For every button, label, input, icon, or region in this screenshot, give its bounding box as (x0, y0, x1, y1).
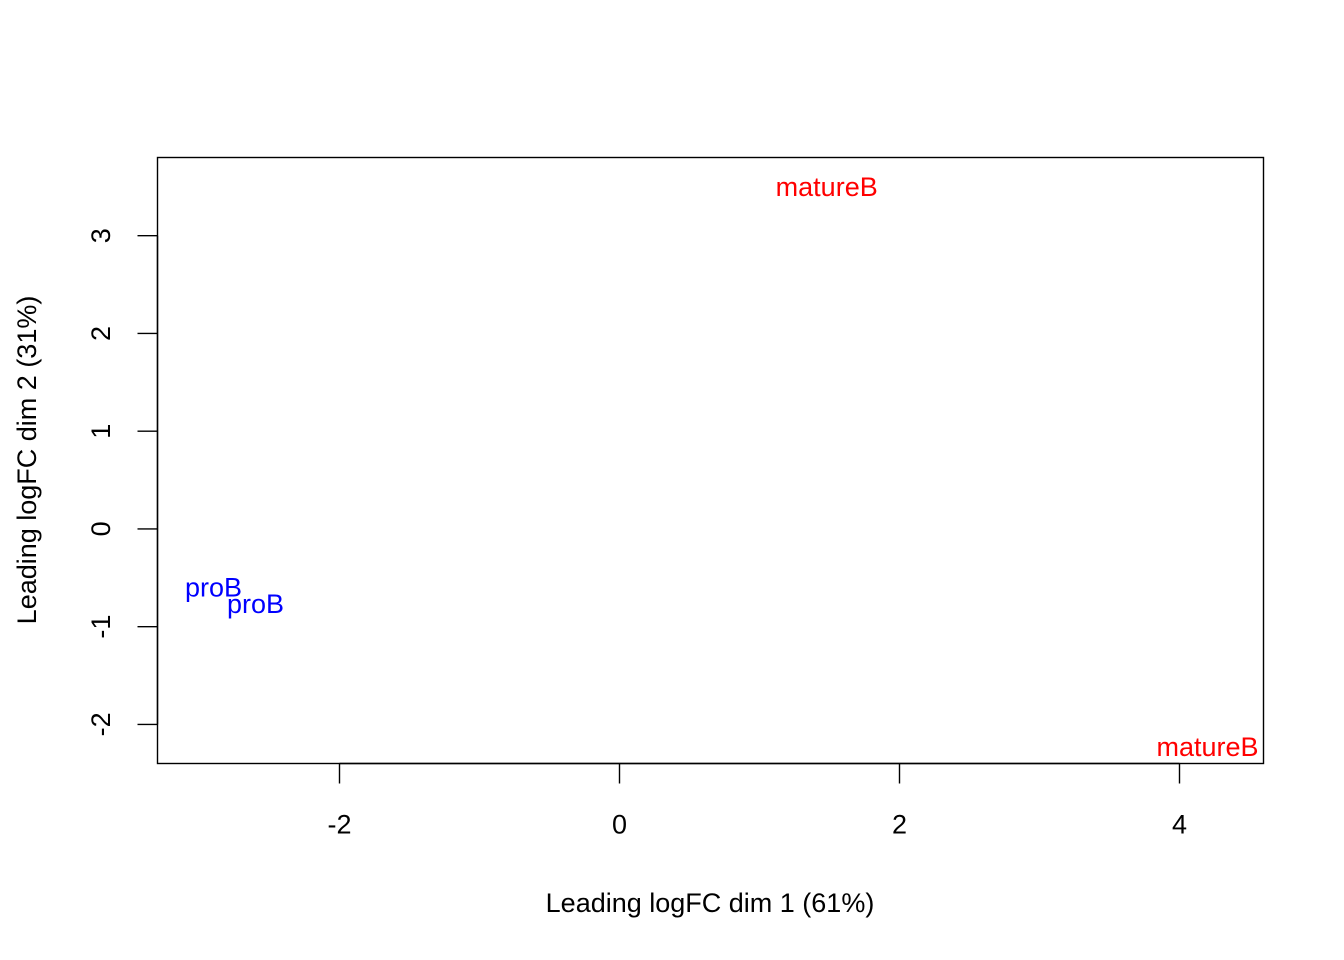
point-label-matureB: matureB (1156, 732, 1258, 762)
y-tick-label: 3 (86, 228, 116, 243)
y-axis: -2 -1 0 1 2 3 (86, 228, 159, 736)
point-label-matureB: matureB (776, 172, 878, 202)
x-tick-label: -2 (327, 810, 351, 840)
x-tick-label: 2 (892, 810, 907, 840)
y-tick-label: 1 (86, 424, 116, 439)
x-axis-title: Leading logFC dim 1 (61%) (546, 888, 875, 918)
x-tick-label: 4 (1172, 810, 1187, 840)
point-label-proB: proB (185, 573, 242, 603)
y-tick-label: 0 (86, 521, 116, 536)
y-tick-label: -2 (86, 712, 116, 736)
y-axis-title: Leading logFC dim 2 (31%) (12, 296, 42, 625)
x-tick-label: 0 (612, 810, 627, 840)
y-tick-label: 2 (86, 326, 116, 341)
y-tick-label: -1 (86, 615, 116, 639)
plot-frame (156, 156, 1265, 765)
point-label-proB: proB (227, 589, 284, 619)
x-axis: -2 0 2 4 (327, 762, 1187, 840)
